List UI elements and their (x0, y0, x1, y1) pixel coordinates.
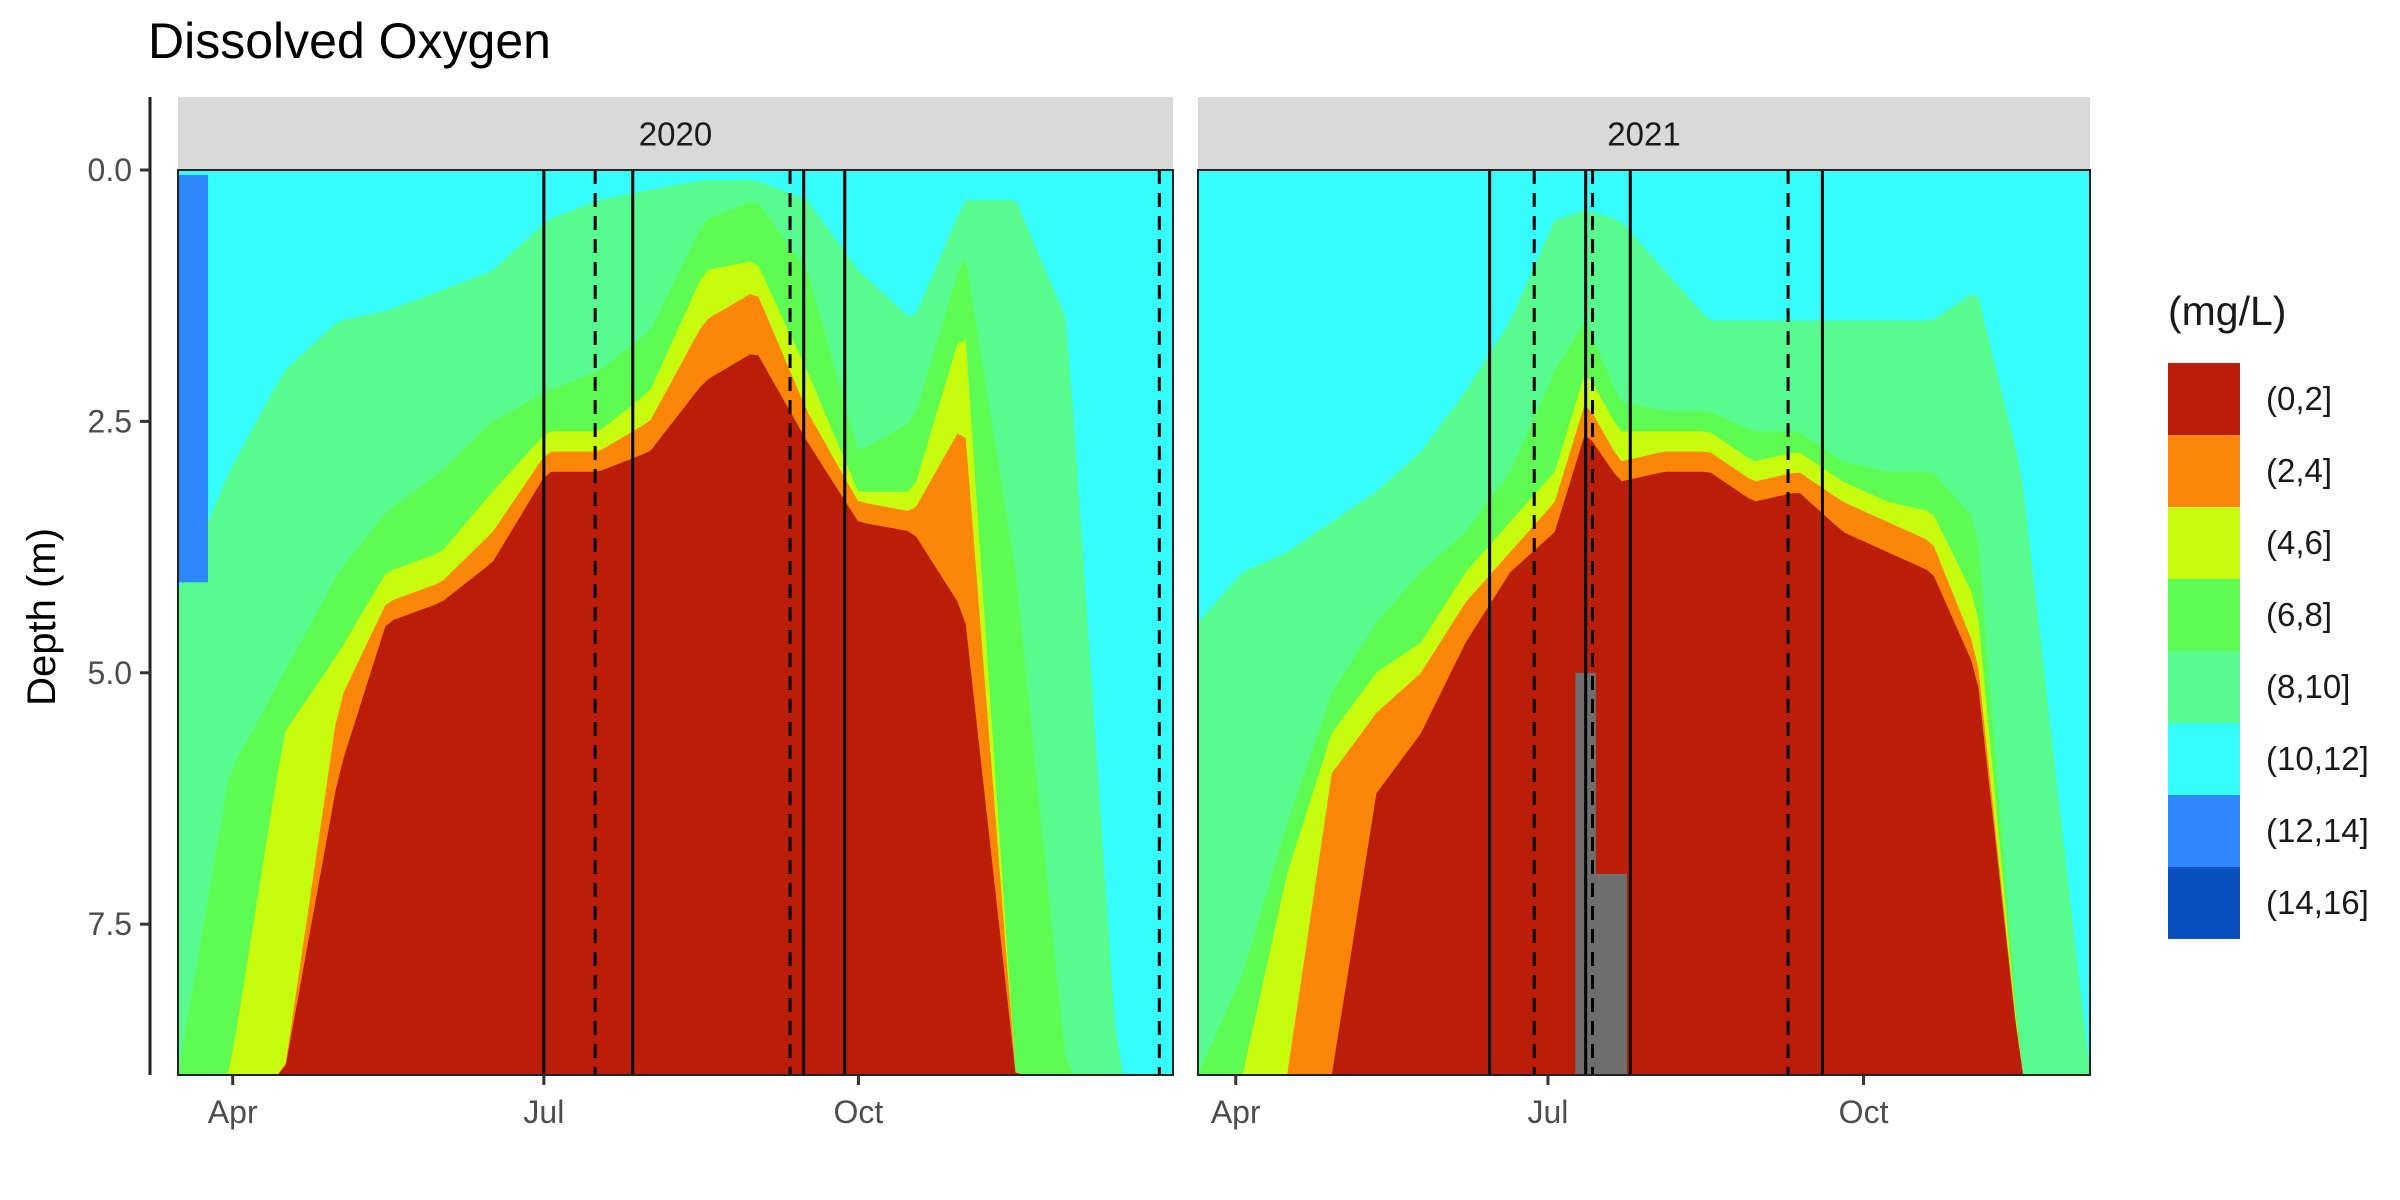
panel-strip-label: 2021 (1607, 116, 1680, 153)
legend-swatch (2168, 579, 2240, 651)
do-band-(0,2] (178, 354, 1173, 1075)
legend-swatch (2168, 723, 2240, 795)
legend-swatch (2168, 435, 2240, 507)
legend-item: (12,14] (2168, 795, 2388, 867)
legend-label: (6,8] (2266, 596, 2333, 633)
legend-label: (8,10] (2266, 668, 2351, 705)
x-tick-label: Apr (1211, 1094, 1261, 1130)
legend-item: (0,2] (2168, 363, 2388, 435)
panel-strip (1198, 97, 2090, 170)
legend-label: (14,16] (2266, 884, 2369, 921)
y-tick-label: 2.5 (88, 403, 132, 439)
x-tick-label: Jul (523, 1094, 564, 1130)
panels: 2020 Apr Jul Oct 2021 Apr Jul Oct (177, 97, 2091, 1130)
legend-label: (2,4] (2266, 452, 2333, 489)
panel-border (177, 169, 1174, 1076)
legend-item: (10,12] (2168, 723, 2388, 795)
legend-swatch (2168, 507, 2240, 579)
legend-item: (14,16] (2168, 867, 2388, 939)
do-band-high (178, 175, 208, 583)
chart-title: Dissolved Oxygen (148, 13, 551, 69)
y-axis-title: Depth (m) (20, 528, 64, 706)
legend-item: (4,6] (2168, 507, 2388, 579)
do-band-(0,2] (1198, 435, 2090, 1075)
legend-item: (6,8] (2168, 579, 2388, 651)
panel-border (1197, 169, 2091, 1076)
y-tick-label: 7.5 (88, 906, 132, 942)
x-tick-label: Oct (1839, 1094, 1889, 1130)
legend-swatch (2168, 363, 2240, 435)
x-tick-label: Apr (208, 1094, 258, 1130)
panel-strip-label: 2020 (639, 116, 712, 153)
legend-item: (2,4] (2168, 435, 2388, 507)
legend-label: (12,14] (2266, 812, 2369, 849)
legend-swatch (2168, 867, 2240, 939)
legend-title: (mg/L) (2168, 288, 2287, 334)
legend-label: (10,12] (2266, 740, 2369, 777)
legend-label: (4,6] (2266, 524, 2333, 561)
legend-label: (0,2] (2266, 380, 2333, 417)
missing-data-block (1595, 873, 1627, 1075)
panel-2020: 2020 Apr Jul Oct (177, 97, 1174, 1130)
legend-swatch (2168, 795, 2240, 867)
panel-2021: 2021 Apr Jul Oct (1197, 97, 2091, 1130)
color-legend: (mg/L) (0,2] (2,4] (4,6] (6,8] (8,10] (10,12]… (2168, 288, 2388, 939)
legend-rows: (0,2] (2,4] (4,6] (6,8] (8,10] (10,12] (12,14]… (2168, 363, 2388, 939)
y-tick-label: 0.0 (88, 152, 132, 188)
x-tick-label: Oct (834, 1094, 884, 1130)
x-tick-label: Jul (1527, 1094, 1568, 1130)
panel-strip (178, 97, 1173, 170)
y-axis: 0.0 2.5 5.0 7.5 (88, 97, 152, 1075)
y-tick-label: 5.0 (88, 655, 132, 691)
legend-swatch (2168, 651, 2240, 723)
legend-item: (8,10] (2168, 651, 2388, 723)
